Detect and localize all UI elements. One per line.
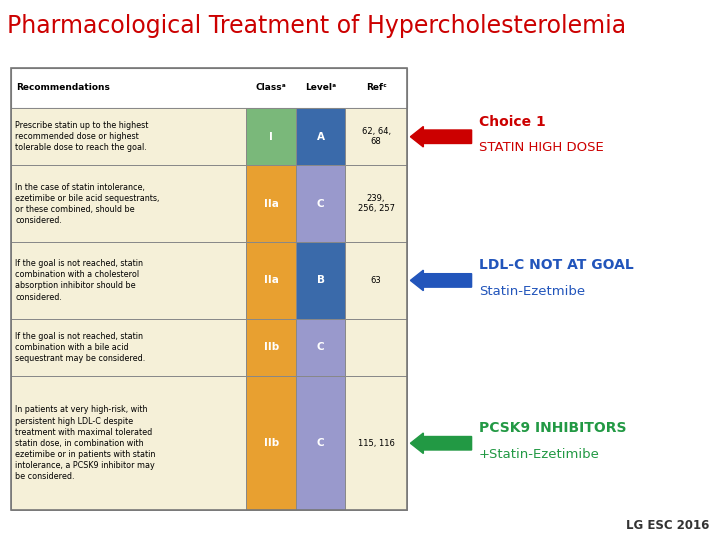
Bar (346, 319, 407, 376)
Text: Classᵃ: Classᵃ (256, 83, 287, 92)
Text: C: C (317, 199, 325, 209)
Bar (296, 376, 346, 510)
Bar (296, 242, 346, 319)
Text: 63: 63 (371, 276, 382, 285)
Text: IIb: IIb (264, 342, 279, 353)
Bar (11, 108, 246, 165)
Text: IIa: IIa (264, 199, 279, 209)
Text: 62, 64,
68: 62, 64, 68 (361, 127, 391, 146)
Bar (11, 242, 246, 319)
Bar (246, 108, 296, 165)
FancyArrow shape (410, 126, 472, 147)
Bar (346, 242, 407, 319)
Text: Pharmacological Treatment of Hypercholesterolemia: Pharmacological Treatment of Hypercholes… (7, 14, 626, 37)
Text: Recommendations: Recommendations (17, 83, 110, 92)
FancyArrow shape (410, 270, 472, 291)
Bar (296, 108, 346, 165)
Bar (11, 68, 407, 510)
Text: STATIN HIGH DOSE: STATIN HIGH DOSE (479, 141, 603, 154)
Text: I: I (269, 132, 273, 141)
Text: Prescribe statin up to the highest
recommended dose or highest
tolerable dose to: Prescribe statin up to the highest recom… (15, 121, 148, 152)
Bar (11, 68, 407, 108)
Text: In the case of statin intolerance,
ezetimibe or bile acid sequestrants,
or these: In the case of statin intolerance, ezeti… (15, 183, 160, 225)
Bar (346, 108, 407, 165)
Text: Refᶜ: Refᶜ (366, 83, 387, 92)
FancyArrow shape (410, 433, 472, 454)
Bar (246, 165, 296, 242)
Text: IIb: IIb (264, 438, 279, 448)
Bar (296, 319, 346, 376)
Bar (346, 165, 407, 242)
Bar (11, 165, 246, 242)
Text: PCSK9 INHIBITORS: PCSK9 INHIBITORS (479, 421, 626, 435)
Text: Statin-Ezetmibe: Statin-Ezetmibe (479, 285, 585, 298)
Text: If the goal is not reached, statin
combination with a cholesterol
absorption inh: If the goal is not reached, statin combi… (15, 259, 143, 301)
Bar (246, 376, 296, 510)
Text: Levelᵃ: Levelᵃ (305, 83, 336, 92)
Text: A: A (317, 132, 325, 141)
Text: C: C (317, 438, 325, 448)
Text: In patients at very high-risk, with
persistent high LDL-C despite
treatment with: In patients at very high-risk, with pers… (15, 406, 156, 481)
Text: IIa: IIa (264, 275, 279, 286)
Bar (346, 376, 407, 510)
Bar (246, 319, 296, 376)
Bar (11, 319, 246, 376)
Text: LG ESC 2016: LG ESC 2016 (626, 519, 709, 532)
Text: 239,
256, 257: 239, 256, 257 (358, 194, 395, 213)
Bar (246, 242, 296, 319)
Text: +Statin-Ezetimibe: +Statin-Ezetimibe (479, 448, 600, 461)
Text: Choice 1: Choice 1 (479, 114, 546, 129)
Bar (296, 165, 346, 242)
Text: If the goal is not reached, statin
combination with a bile acid
sequestrant may : If the goal is not reached, statin combi… (15, 332, 145, 363)
Text: B: B (317, 275, 325, 286)
Text: C: C (317, 342, 325, 353)
Text: LDL-C NOT AT GOAL: LDL-C NOT AT GOAL (479, 258, 634, 272)
Bar (11, 376, 246, 510)
Text: 115, 116: 115, 116 (358, 438, 395, 448)
